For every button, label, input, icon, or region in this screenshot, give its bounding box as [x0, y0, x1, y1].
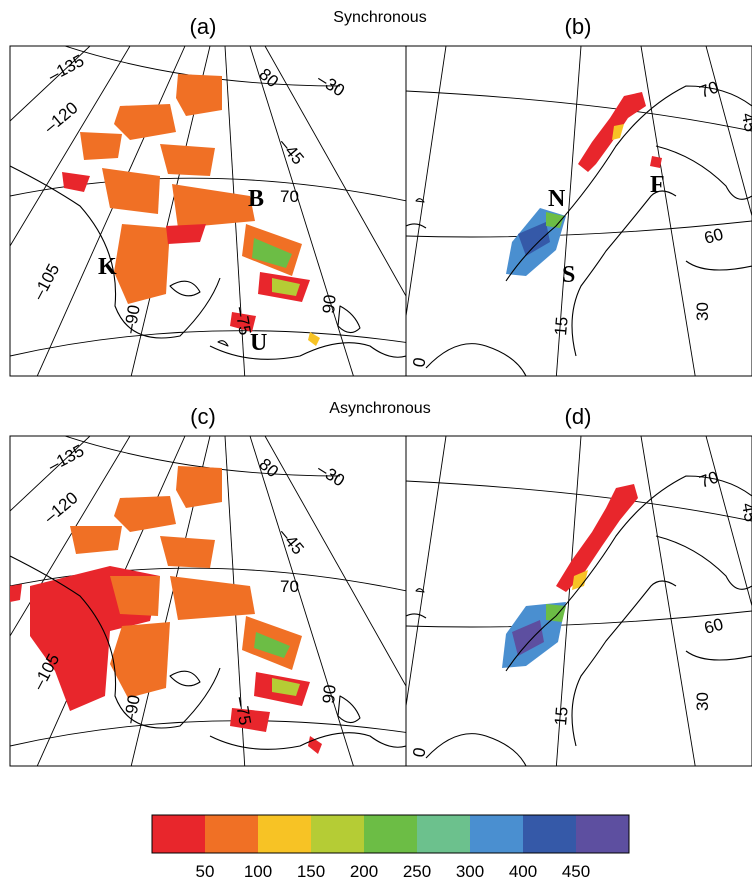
colorbar-label-3: 200 [350, 862, 378, 879]
graticule [406, 46, 752, 376]
map-panel-a: –135 –120 –105 –90 –75 –45 –30 80 90 70 … [9, 45, 407, 377]
map-panel-d: 0 15 30 45 70 60 [405, 435, 752, 767]
coastlines [10, 555, 406, 750]
colorbar-swatch-3 [311, 815, 365, 853]
map-panel-b: 0 15 30 45 70 60 N F S [405, 45, 752, 377]
region-labels: B K U [98, 186, 267, 356]
row-title-synchronous: Synchronous [333, 9, 426, 26]
tick-lon-45: 45 [738, 501, 752, 523]
panel-label-d: (d) [565, 404, 592, 429]
panel-label-b: (b) [565, 14, 592, 39]
tick-lon-90: –90 [120, 693, 144, 724]
tick-lon-15: 15 [551, 706, 572, 727]
ice-thickness-field [502, 484, 638, 668]
colorbar: 50 100 150 200 250 300 400 450 [151, 814, 630, 879]
colorbar-label-4: 250 [403, 862, 431, 879]
ice-thickness-field [10, 466, 322, 754]
row-title-asynchronous: Asynchronous [329, 400, 430, 417]
colorbar-swatch-1 [205, 815, 259, 853]
region-label-f: F [650, 172, 665, 198]
region-label-k: K [98, 254, 117, 280]
tick-lat-60: 60 [702, 615, 725, 638]
colorbar-label-5: 300 [456, 862, 484, 879]
colorbar-label-1: 100 [244, 862, 272, 879]
colorbar-swatch-6 [470, 815, 524, 853]
tick-lat-70: 70 [280, 577, 299, 596]
colorbar-label-6: 400 [509, 862, 537, 879]
ice-thickness-field [506, 92, 662, 276]
colorbar-outline [151, 814, 630, 854]
tick-lon-0: 0 [409, 746, 429, 759]
tick-lat-70: 70 [280, 187, 299, 206]
region-label-b: B [248, 186, 264, 212]
region-label-n: N [548, 186, 566, 212]
coastlines [406, 475, 752, 766]
tick-lon-0: 0 [409, 356, 429, 369]
colorbar-swatch-5 [417, 815, 471, 853]
colorbar-swatch-2 [258, 815, 312, 853]
ice-thickness-field [62, 74, 320, 346]
colorbar-label-7: 450 [562, 862, 590, 879]
panel-label-a: (a) [190, 14, 217, 39]
region-label-u: U [250, 330, 267, 356]
map-frame [405, 435, 752, 767]
tick-labels: 0 15 30 45 70 60 [409, 77, 752, 368]
colorbar-swatch-7 [523, 815, 577, 853]
colorbar-label-0: 50 [196, 862, 215, 879]
colorbar-labels: 50 100 150 200 250 300 400 450 [196, 862, 591, 879]
panel-label-c: (c) [190, 404, 216, 429]
tick-lon-90-edge: 90 [319, 294, 340, 315]
region-labels: N F S [548, 172, 665, 288]
region-label-s: S [562, 262, 575, 288]
coastlines [406, 85, 752, 376]
tick-lon-75: –75 [231, 695, 255, 726]
tick-lon-30: 30 [693, 692, 712, 711]
map-panel-c: –135 –120 –105 –90 –75 –45 –30 80 90 70 [9, 435, 407, 767]
tick-lat-60: 60 [702, 225, 725, 248]
tick-lon-45: 45 [738, 111, 752, 133]
colorbar-swatch-0 [152, 815, 206, 853]
tick-lon-90-edge: 90 [319, 684, 340, 705]
colorbar-label-2: 150 [297, 862, 325, 879]
colorbar-swatch-8 [576, 815, 630, 853]
graticule [406, 436, 752, 766]
tick-lon-30: 30 [693, 302, 712, 321]
map-frame [405, 45, 752, 377]
tick-lon-90: –90 [120, 303, 144, 334]
colorbar-swatch-4 [364, 815, 418, 853]
tick-lon-75: –75 [231, 305, 255, 336]
tick-labels: 0 15 30 45 70 60 [409, 467, 752, 758]
colorbar-swatches [152, 815, 630, 853]
coastlines [10, 165, 406, 360]
tick-lon-15: 15 [551, 316, 572, 337]
